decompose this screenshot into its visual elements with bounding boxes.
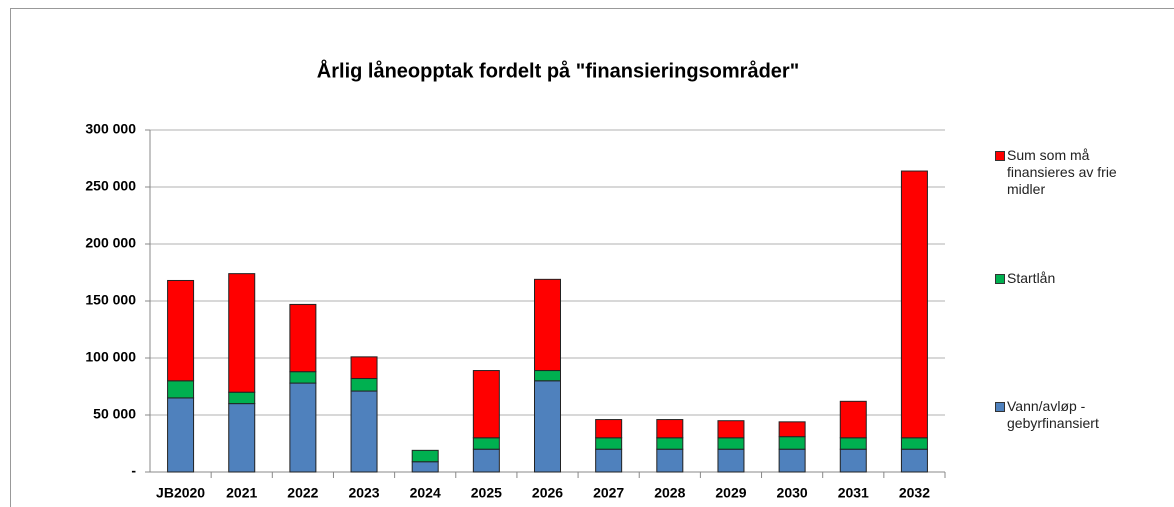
bar-segment [900, 170, 928, 439]
legend-swatch [995, 274, 1005, 284]
bar-segment [350, 378, 378, 392]
bar-segment [228, 273, 256, 393]
bar-segment [289, 382, 317, 473]
bar-segment [472, 448, 500, 473]
bar-segment [534, 278, 561, 372]
y-tick-label: 100 000 [85, 349, 136, 365]
x-tick-label: 2022 [287, 485, 318, 501]
x-tick-label: 2024 [410, 485, 441, 501]
bar-segment [289, 303, 317, 373]
bar-segment [656, 437, 684, 450]
bar-segment [717, 437, 745, 450]
bar-segment [656, 419, 684, 439]
y-tick-label: 200 000 [85, 235, 136, 251]
bar-segment [472, 437, 500, 450]
legend-label: Vann/avløp - gebyrfinansiert [1007, 398, 1099, 431]
bar-segment [595, 448, 623, 473]
bar-segment [839, 400, 867, 439]
y-tick-label: 300 000 [85, 121, 136, 137]
bar-segment [534, 380, 561, 473]
legend-label: Startlån [1007, 270, 1056, 286]
bar-segment [778, 448, 806, 473]
bar-segment [350, 390, 378, 473]
bar-segment [534, 370, 561, 382]
x-tick-label: JB2020 [156, 485, 205, 501]
legend-label: Sum som må finansieres av frie midler [1007, 147, 1117, 197]
bar-segment [411, 461, 439, 473]
bar-segment [717, 448, 745, 473]
bar-segment [411, 449, 439, 463]
x-tick-label: 2030 [777, 485, 808, 501]
x-tick-label: 2026 [532, 485, 563, 501]
x-tick-label: 2032 [899, 485, 930, 501]
bar-segment [717, 420, 745, 439]
y-tick-label: 50 000 [93, 406, 136, 422]
y-tick-label: 150 000 [85, 292, 136, 308]
bar-segment [900, 448, 928, 473]
bar-segment [228, 391, 256, 405]
chart-title: Årlig låneopptak fordelt på "finansierin… [317, 58, 799, 82]
bar-segment [289, 371, 317, 384]
bar-segment [900, 437, 928, 450]
bar-segment [472, 370, 500, 439]
bar-segment [778, 421, 806, 438]
bar-segment [167, 380, 195, 399]
y-tick-label: 250 000 [85, 178, 136, 194]
x-tick-label: 2027 [593, 485, 624, 501]
legend-swatch [995, 151, 1005, 161]
bar-segment [595, 437, 623, 450]
x-tick-label: 2021 [226, 485, 257, 501]
bar-segment [839, 448, 867, 473]
bar-segment [839, 437, 867, 450]
bar-segment [656, 448, 684, 473]
y-tick-label: - [131, 463, 136, 479]
bar-segment [350, 356, 378, 380]
legend-swatch [995, 402, 1005, 412]
bar-segment [167, 397, 195, 473]
x-tick-label: 2029 [715, 485, 746, 501]
x-tick-label: 2023 [348, 485, 379, 501]
x-tick-label: 2025 [471, 485, 502, 501]
chart-frame [10, 8, 1174, 507]
bar-segment [228, 403, 256, 473]
bar-segment [778, 436, 806, 450]
bar-segment [595, 419, 623, 439]
bar-segment [167, 279, 195, 382]
x-tick-label: 2031 [838, 485, 869, 501]
x-tick-label: 2028 [654, 485, 685, 501]
